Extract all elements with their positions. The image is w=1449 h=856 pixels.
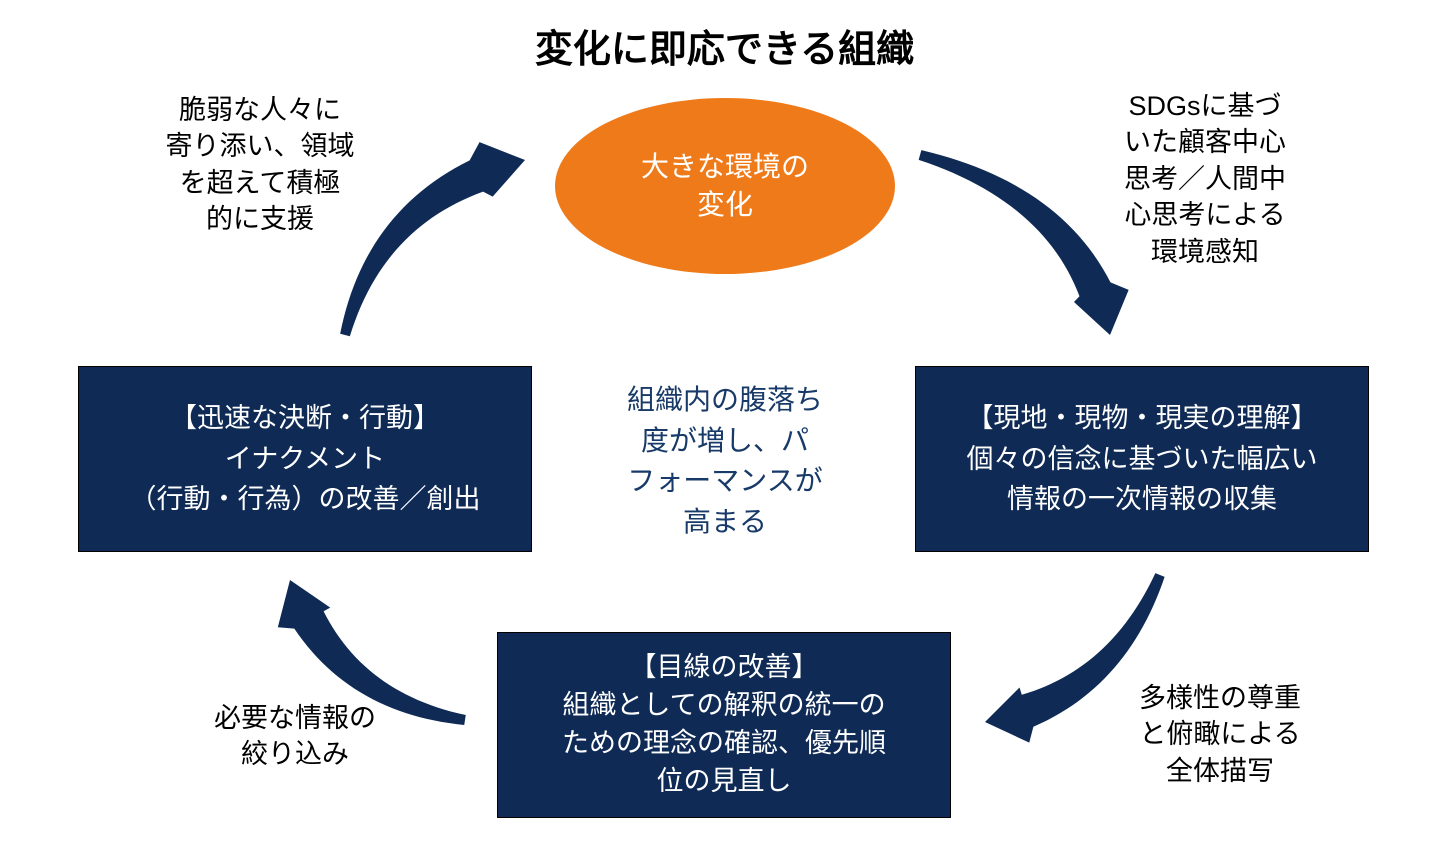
node-env-change: 大きな環境の変化 bbox=[555, 98, 895, 274]
node-swift-action-text: 【迅速な決断・行動】イナクメント（行動・行為）の改善／創出 bbox=[130, 398, 481, 520]
node-understanding: 【現地・現物・現実の理解】個々の信念に基づいた幅広い情報の一次情報の収集 bbox=[915, 366, 1369, 552]
annotation-bottom-left: 必要な情報の絞り込み bbox=[175, 700, 415, 773]
node-swift-action: 【迅速な決断・行動】イナクメント（行動・行為）の改善／創出 bbox=[78, 366, 532, 552]
node-eyeline: 【目線の改善】組織としての解釈の統一のための理念の確認、優先順位の見直し bbox=[497, 632, 951, 818]
node-understanding-text: 【現地・現物・現実の理解】個々の信念に基づいた幅広い情報の一次情報の収集 bbox=[967, 398, 1318, 520]
annotation-top-left: 脆弱な人々に寄り添い、領域を超えて積極的に支援 bbox=[130, 92, 390, 238]
node-eyeline-text: 【目線の改善】組織としての解釈の統一のための理念の確認、優先順位の見直し bbox=[562, 649, 886, 800]
center-text: 組織内の腹落ち度が増し、パフォーマンスが高まる bbox=[560, 380, 890, 542]
diagram-stage: 変化に即応できる組織 大きな環境の変化 【迅速な決断・行動】イナクメント（行動・… bbox=[0, 0, 1449, 856]
annotation-top-right: SDGsに基づいた顧客中心思考／人間中心思考による環境感知 bbox=[1085, 88, 1325, 270]
annotation-bottom-right: 多様性の尊重と俯瞰による全体描写 bbox=[1100, 680, 1340, 789]
node-env-change-text: 大きな環境の変化 bbox=[641, 148, 809, 224]
page-title: 変化に即応できる組織 bbox=[0, 18, 1449, 73]
